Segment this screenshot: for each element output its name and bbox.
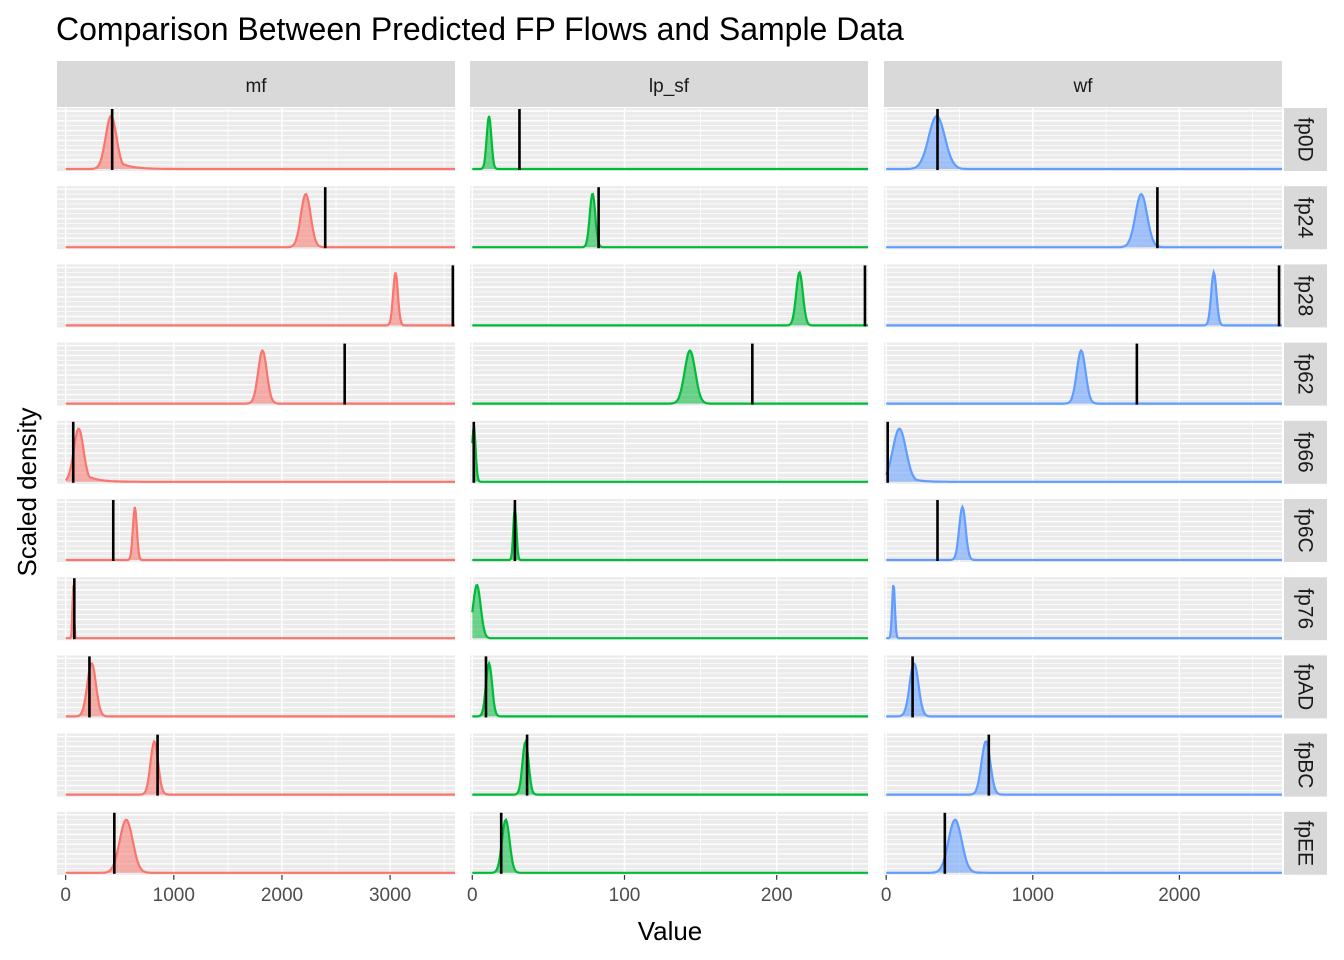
density-curve [472,270,868,327]
density-curve [886,740,1282,796]
panel-lp-sf-fp0d [470,108,868,171]
row-strip-fp0d [1284,108,1327,171]
density-area [472,819,868,873]
density-area [65,116,455,169]
x-tick-label: 1000 [1012,885,1054,906]
panel-mf-fp24 [57,186,455,250]
row-strip-fpee [1284,811,1327,875]
row-strip-fp66 [1284,420,1327,484]
row-strip-label: fpBC [1294,742,1317,789]
panel-wf-fp76 [884,577,1282,641]
panel-mf-fpad [57,655,455,719]
panel-mf-fp76 [57,577,455,641]
row-strip-label: fp28 [1294,275,1317,316]
x-tick-label: 1000 [153,885,195,906]
column-strip-label: wf [1073,76,1094,97]
panel-grid: mf 0 1000 2000 3000 lp_sf 0 100 200 wf 0 1000 2000 fp… [57,61,1327,906]
density-curve [65,661,455,718]
column-strip-label: lp_sf [649,76,690,97]
panel-lp-sf-fp28 [470,264,868,328]
density-curve [471,426,868,483]
row-strip-fpad [1284,655,1327,719]
row-strip-fp6c [1284,499,1327,562]
panel-mf-fp6c [57,499,455,562]
density-curve [65,348,455,405]
density-curve [886,192,1282,249]
x-tick-label: 0 [467,885,478,906]
density-curve [886,661,1282,718]
density-curve [886,348,1282,405]
density-curve [472,738,868,796]
x-tick-label: 0 [60,885,71,906]
density-area [886,116,1282,169]
row-strip-fp76 [1284,577,1327,641]
density-area [886,741,1282,795]
row-strip-fp28 [1284,264,1327,328]
panel-wf-fp28 [884,264,1282,328]
column-strip-wf [884,61,1282,107]
density-area [886,350,1282,404]
panel-wf-fp66 [884,420,1282,484]
x-tick-label: 2000 [261,885,303,906]
density-curve [886,114,1282,171]
density-curve [472,192,868,249]
chart-title: Comparison Between Predicted FP Flows an… [56,11,904,47]
x-tick-label: 3000 [369,885,411,906]
panel-mf-fpbc [57,733,455,797]
panel-lp-sf-fp24 [470,186,868,250]
density-curve [472,506,868,562]
panel-lp-sf-fp66 [470,420,868,484]
density-curve [472,660,868,718]
density-curve [886,268,1282,327]
row-strip-label: fpAD [1294,664,1317,711]
row-strip-fp24 [1284,186,1327,250]
density-curve [886,584,1282,640]
row-strip-label: fp76 [1294,588,1317,629]
density-curve [65,192,455,249]
density-curve [65,506,455,562]
row-strip-label: fpEE [1294,821,1317,867]
density-curve [65,114,455,171]
density-curve [472,115,868,171]
density-curve [472,349,868,405]
panel-lp-sf-fpee [470,811,868,875]
x-tick-label: 2000 [1158,885,1200,906]
x-tick-label: 0 [881,885,892,906]
density-area [65,350,455,404]
row-strip-label: fp62 [1294,354,1317,395]
y-axis-title: Scaled density [12,407,42,576]
panel-lp-sf-fp62 [470,342,868,406]
row-strip-fpbc [1284,733,1327,797]
x-tick-label: 100 [609,885,641,906]
density-curve [65,739,455,796]
panel-wf-fp24 [884,186,1282,250]
density-curve [65,818,455,874]
column-strip-label: mf [245,76,267,97]
panel-lp-sf-fpad [470,655,868,719]
panel-mf-fp66 [57,420,455,484]
panel-lp-sf-fp6c [470,499,868,562]
column-strip-lp-sf [470,61,868,107]
density-curve [65,272,455,327]
row-strip-fp62 [1284,342,1327,406]
row-strip-label: fp6C [1294,508,1317,552]
row-strip-label: fp24 [1294,197,1317,238]
density-curve [886,818,1282,874]
panel-wf-fpad [884,655,1282,719]
panel-wf-fp6c [884,499,1282,562]
density-curve [65,585,455,640]
density-curve [64,427,455,483]
density-curve [471,583,868,640]
panel-lp-sf-fp76 [470,577,868,641]
density-curve [472,817,868,874]
density-curve [885,427,1282,483]
row-strip-label: fp0D [1294,117,1317,161]
panel-wf-fpbc [884,733,1282,797]
x-tick-label: 200 [761,885,793,906]
column-strip-mf [57,61,455,107]
density-curve [886,504,1282,562]
row-strip-label: fp66 [1294,432,1317,473]
x-axis-title: Value [638,916,703,946]
